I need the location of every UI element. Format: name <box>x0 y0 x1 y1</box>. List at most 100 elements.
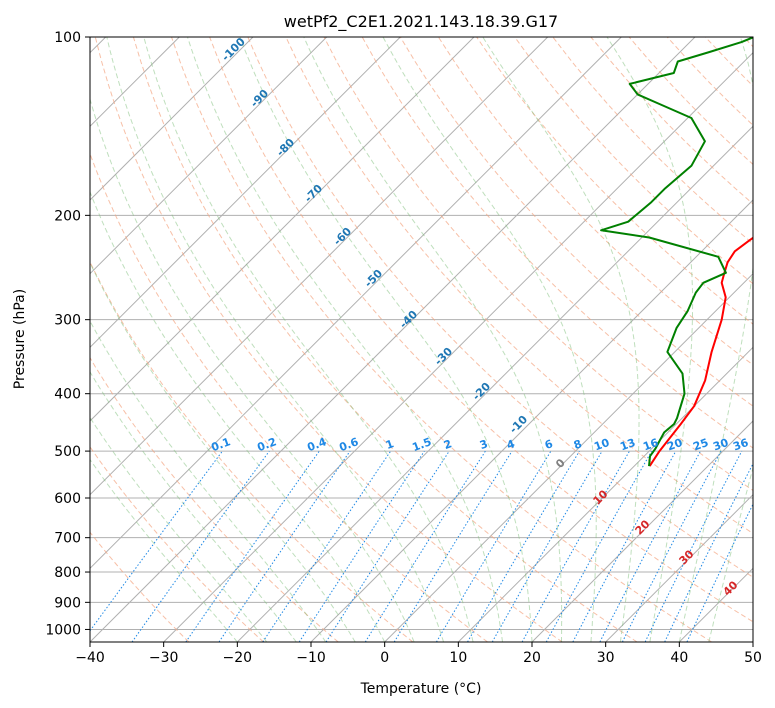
isotherm <box>531 420 753 642</box>
mixing-ratio-line <box>435 450 552 642</box>
moist-adiabat <box>143 37 474 642</box>
dry-adiabat <box>90 531 190 642</box>
mixing-ratio-line <box>393 450 513 642</box>
dry-adiabat <box>94 37 563 642</box>
mixing-ratio-line <box>325 450 450 642</box>
plot-area <box>90 37 753 642</box>
moist-adiabat <box>678 37 753 642</box>
dry-adiabat <box>171 37 712 642</box>
dry-adiabat <box>514 37 753 285</box>
x-tick-label: 10 <box>449 650 467 666</box>
isotherm <box>90 37 475 422</box>
mixing-ratio-line <box>686 503 753 642</box>
y-tick-label: 200 <box>54 208 81 224</box>
moist-adiabat <box>482 37 640 642</box>
moist-adiabat <box>708 465 753 642</box>
x-tick-label: −30 <box>149 650 179 666</box>
mixing-ratio-label: 30 <box>711 436 730 454</box>
mixing-ratio-label: 10 <box>592 436 611 454</box>
moist-adiabat <box>90 416 268 642</box>
isotherm <box>90 37 696 642</box>
mixing-ratio-label: 0.4 <box>305 435 328 454</box>
dry-adiabat <box>247 37 753 578</box>
dry-adiabat <box>361 37 753 449</box>
moist-adiabat <box>606 37 694 642</box>
isotherm <box>90 37 549 496</box>
series-line-1 <box>600 37 753 467</box>
dry-adiabat <box>90 152 488 642</box>
x-tick-label: 30 <box>597 650 615 666</box>
moist-adiabat <box>239 37 533 642</box>
mixing-ratio-line <box>621 450 722 642</box>
mixing-ratio-label: 3 <box>478 437 490 452</box>
isotherm <box>90 37 401 349</box>
dry-adiabat <box>132 37 638 642</box>
mixing-ratio-line <box>644 450 743 642</box>
chart-title: wetPf2_C2E1.2021.143.18.39.G17 <box>284 12 558 32</box>
mixing-ratio-label: 2 <box>442 437 454 452</box>
isotherm <box>457 346 753 642</box>
mixing-ratio-line <box>298 450 425 642</box>
plot-frame <box>89 36 754 643</box>
y-tick-label: 300 <box>54 313 81 329</box>
mixing-ratio-label: 25 <box>691 436 710 453</box>
series-line-0 <box>648 236 753 467</box>
isotherm <box>163 51 753 642</box>
isotherm <box>90 37 328 275</box>
mixing-ratio-label: 0.1 <box>209 435 232 454</box>
moist-adiabat <box>187 37 503 642</box>
x-tick-label: −20 <box>223 650 253 666</box>
moist-adiabat <box>90 261 356 642</box>
x-tick-label: 40 <box>670 650 688 666</box>
x-tick-label: −40 <box>75 650 105 666</box>
isotherm <box>384 272 753 642</box>
isotherm <box>90 37 254 201</box>
mixing-ratio-label: 13 <box>618 436 637 453</box>
dry-adiabat <box>323 37 753 491</box>
x-tick-label: 0 <box>380 650 389 666</box>
x-tick-label: −10 <box>296 650 326 666</box>
mixing-ratio-label: 8 <box>572 437 584 452</box>
mixing-ratio-line <box>521 450 630 642</box>
moist-adiabat <box>90 320 327 642</box>
moist-adiabat <box>90 190 386 642</box>
moist-adiabat <box>106 37 445 642</box>
mixing-ratio-line <box>185 450 320 642</box>
x-axis-label: Temperature (°C) <box>360 681 482 697</box>
dry-adiabat <box>90 356 339 642</box>
y-tick-label: 900 <box>54 595 81 611</box>
y-tick-label: 1000 <box>45 622 81 638</box>
mixing-ratio-label: 1 <box>384 437 396 452</box>
dry-adiabat <box>285 37 753 535</box>
y-axis-label: Pressure (hPa) <box>12 289 28 389</box>
mixing-ratio-line <box>90 450 223 632</box>
y-tick-label: 100 <box>54 30 81 46</box>
moist-adiabat <box>382 37 597 642</box>
mixing-ratio-line <box>131 450 270 642</box>
mixing-ratio-line <box>572 450 677 642</box>
isotherm <box>90 37 622 570</box>
mixing-ratio-label: 36 <box>731 436 750 454</box>
mixing-ratio-label: 6 <box>543 437 555 452</box>
y-tick-label: 800 <box>54 565 81 581</box>
isotherm <box>605 493 753 642</box>
x-tick-label: 50 <box>744 650 762 666</box>
isotherm <box>236 125 753 642</box>
mixing-ratio-line <box>545 450 653 642</box>
mixing-ratio-line <box>599 450 701 642</box>
mixing-ratio-label: 20 <box>665 436 684 454</box>
dry-adiabat <box>209 37 753 623</box>
dry-adiabat <box>437 37 753 366</box>
dry-adiabat <box>399 37 753 407</box>
dry-adiabat <box>90 446 264 642</box>
mixing-ratio-line <box>218 450 351 642</box>
y-tick-label: 700 <box>54 531 81 547</box>
mixing-ratio-label: 0.6 <box>337 435 360 454</box>
y-axis: 1000 900 800 700 600 500 400 300 200 100 <box>45 30 90 638</box>
moist-adiabat <box>90 458 238 642</box>
y-tick-label: 400 <box>54 387 81 403</box>
series-layer <box>600 37 753 467</box>
mixing-ratio-label: 16 <box>641 436 660 454</box>
mixing-ratio-line <box>262 450 392 642</box>
